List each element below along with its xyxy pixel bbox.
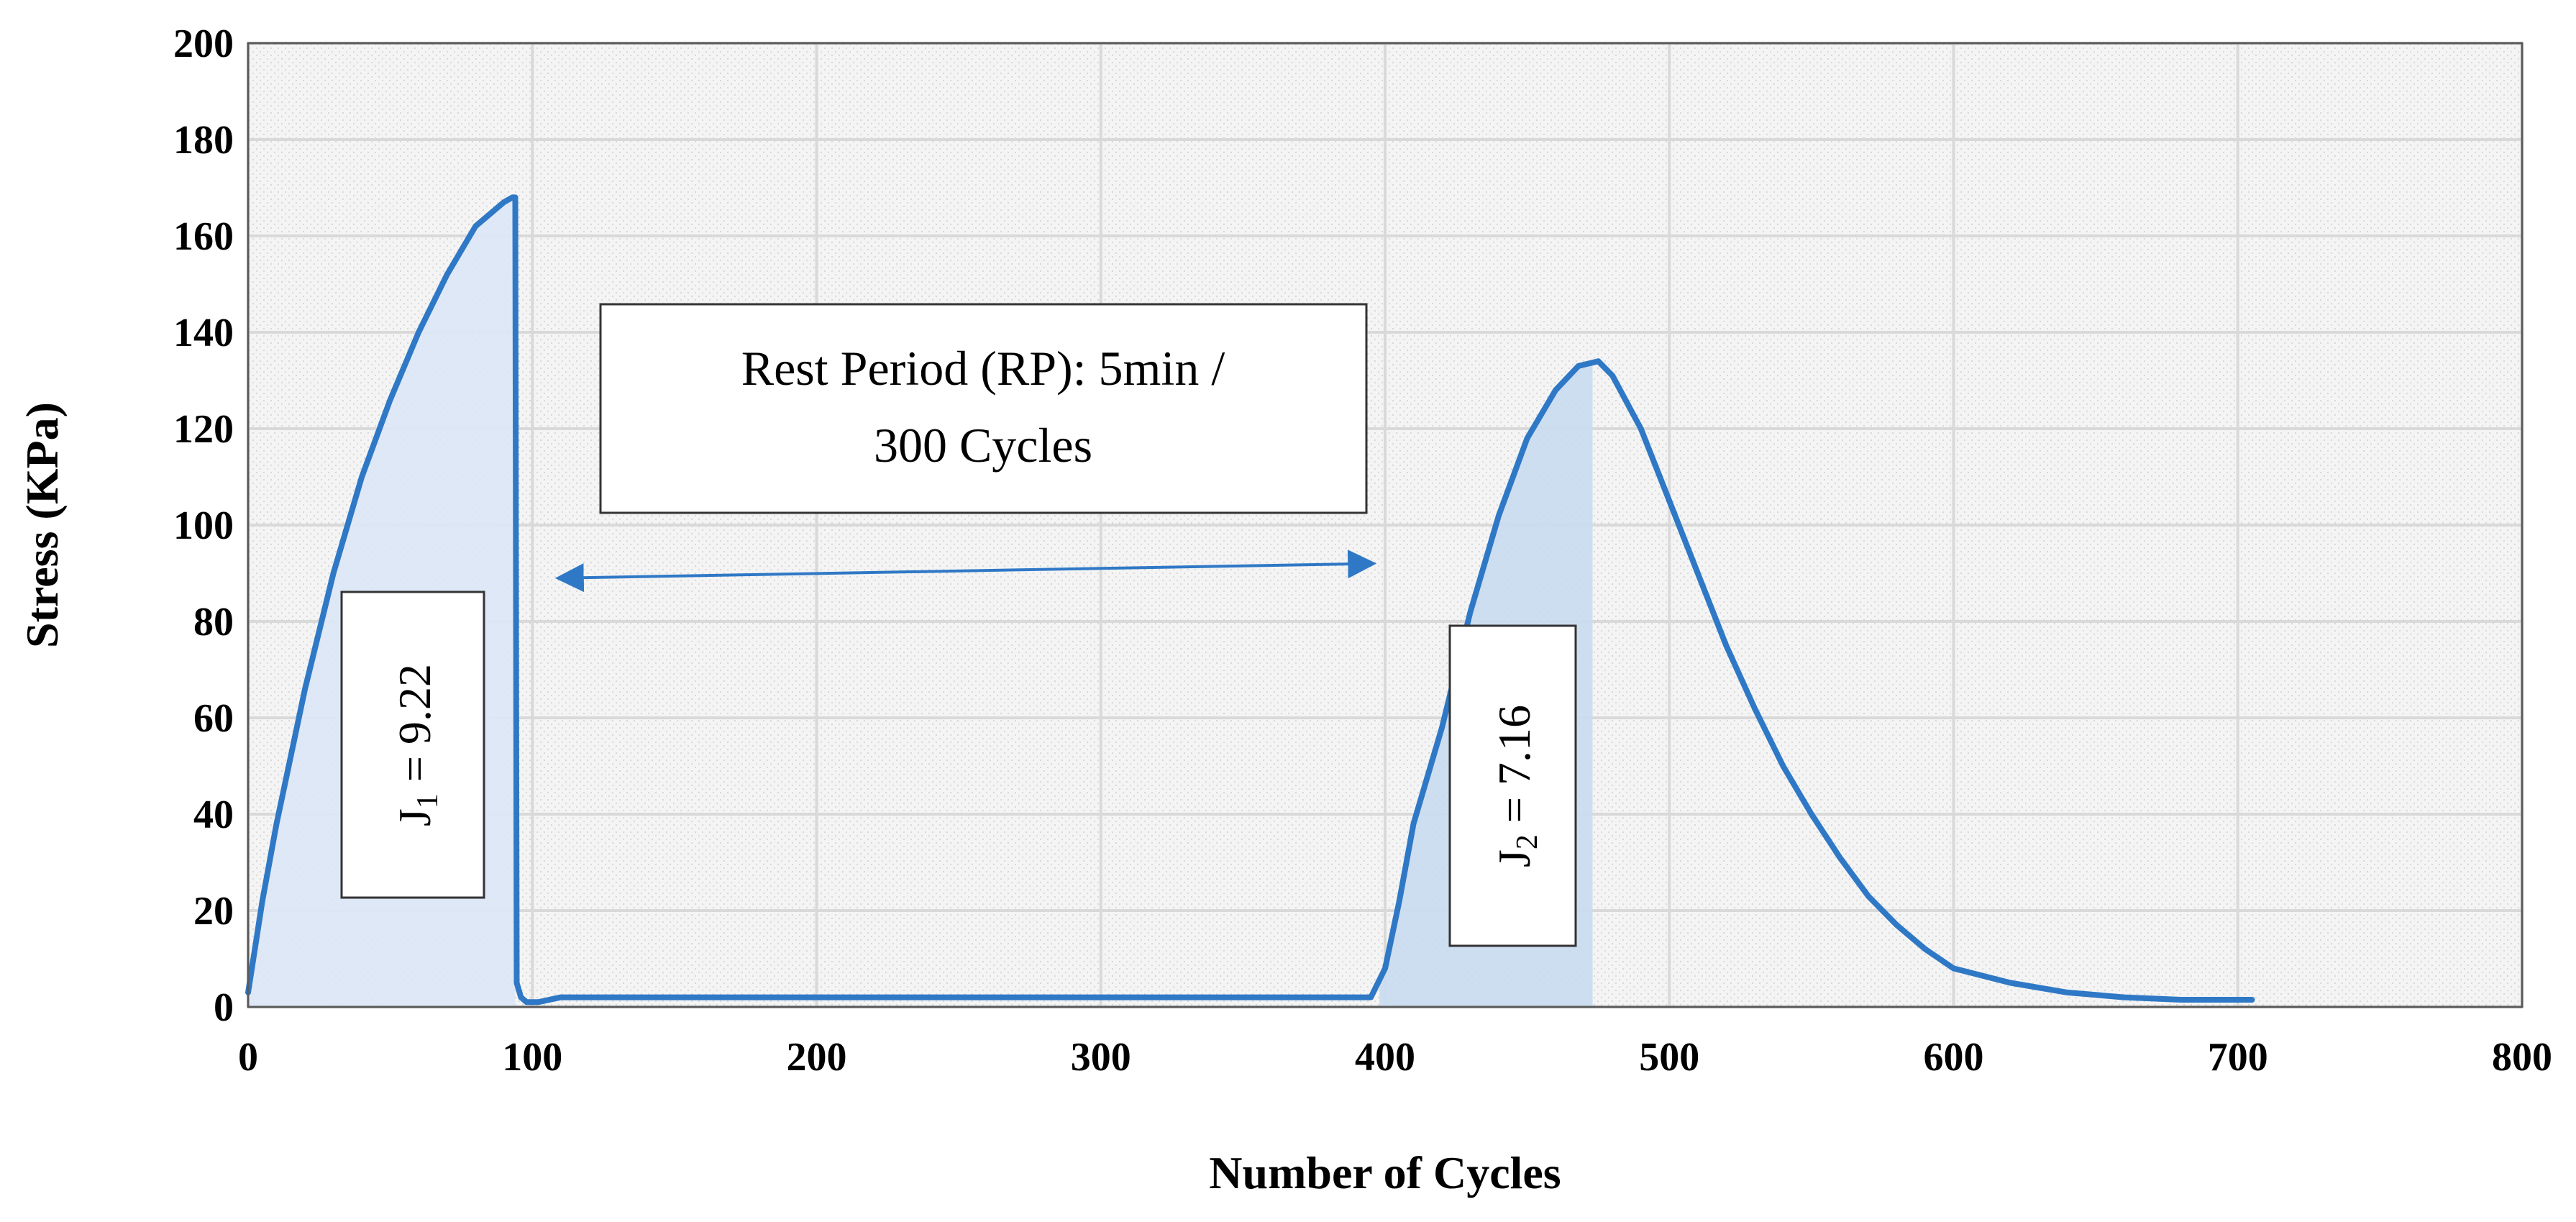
j2-box (1448, 624, 1577, 947)
x-tick-label: 0 (238, 1035, 258, 1080)
y-axis-title: Stress (KPa) (17, 402, 68, 648)
j2-text: J2 = 7.16 (1489, 705, 1544, 867)
y-tick-label: 0 (214, 985, 234, 1030)
x-tick-label: 200 (787, 1035, 847, 1080)
y-tick-label: 160 (173, 214, 234, 259)
y-tick-label: 140 (173, 311, 234, 355)
y-tick-label: 60 (193, 696, 234, 741)
rest-period-arrow (554, 550, 1377, 593)
rest-period-box (599, 303, 1368, 514)
y-tick-label: 80 (193, 600, 234, 644)
j1-text: J1 = 9.22 (389, 664, 444, 826)
x-tick-label: 800 (2492, 1035, 2552, 1080)
stress-series-line (245, 194, 2255, 1006)
x-tick-label: 400 (1355, 1035, 1415, 1080)
x-tick-label: 600 (1924, 1035, 1984, 1080)
j1-box (340, 591, 485, 899)
y-tick-label: 20 (193, 889, 234, 934)
y-tick-label: 100 (173, 503, 234, 548)
x-tick-label: 500 (1639, 1035, 1699, 1080)
j1-label: J1 = 9.22 (340, 591, 485, 899)
plot-frame (247, 42, 2524, 1008)
x-tick-label: 700 (2208, 1035, 2268, 1080)
x-tick-label: 100 (502, 1035, 562, 1080)
x-axis-ticks: 0 100 200 300 400 500 600 700 800 (238, 1035, 2552, 1080)
y-tick-label: 120 (173, 407, 234, 452)
y-tick-label: 200 (173, 22, 234, 66)
y-tick-label: 40 (193, 793, 234, 837)
rest-period-line1: Rest Period (RP): 5min / (741, 341, 1225, 396)
y-axis-ticks: 0 20 40 60 80 100 120 140 160 180 200 (173, 22, 234, 1030)
rest-period-line2: 300 Cycles (874, 418, 1092, 473)
x-tick-label: 300 (1071, 1035, 1131, 1080)
x-axis-title: Number of Cycles (1209, 1147, 1561, 1198)
rest-period-annotation: Rest Period (RP): 5min / 300 Cycles (599, 303, 1368, 514)
y-tick-label: 180 (173, 118, 234, 163)
j2-label: J2 = 7.16 (1448, 624, 1577, 947)
